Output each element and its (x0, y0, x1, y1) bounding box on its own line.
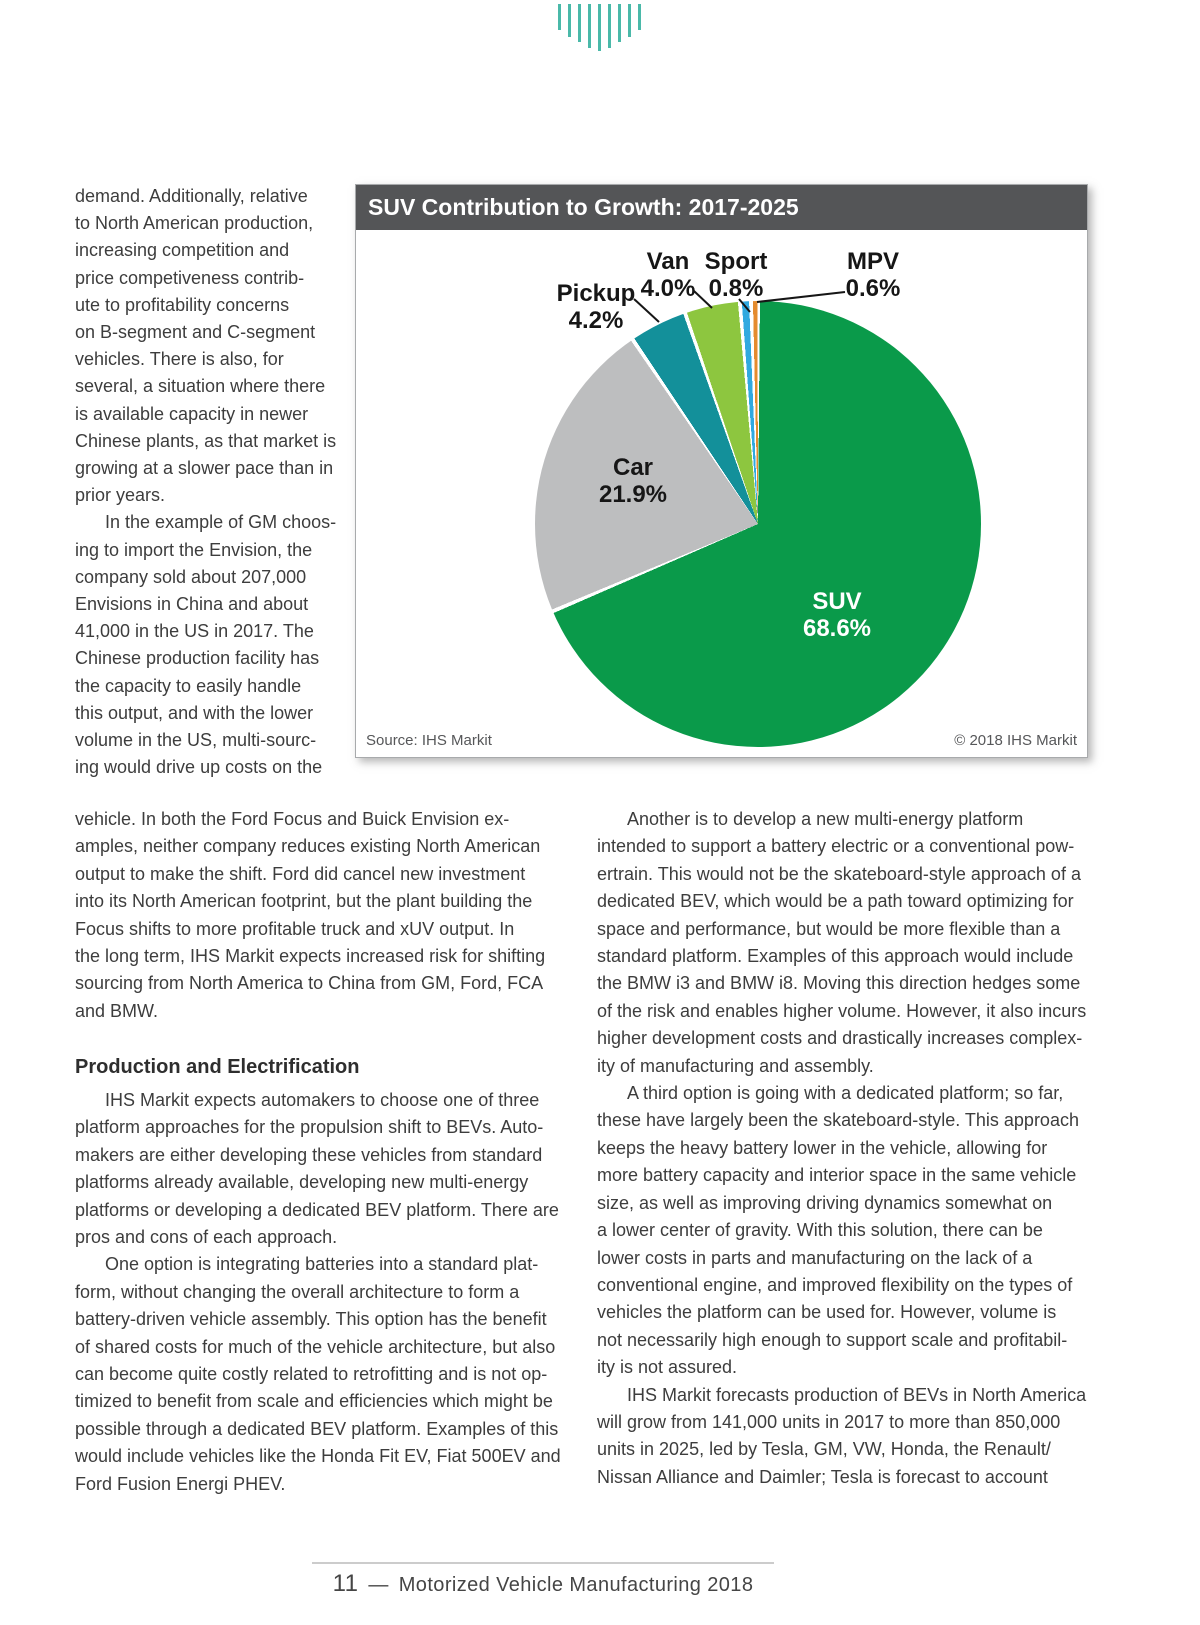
pie-label-text: Sport (704, 248, 768, 275)
logo-bar (618, 4, 621, 42)
logo-bar (588, 4, 591, 48)
pie-chart (535, 301, 981, 747)
logo-bar (568, 4, 571, 37)
section-heading: Production and Electrification (75, 1056, 360, 1078)
logo-bar (578, 4, 581, 42)
pie-label-value: 0.6% (845, 275, 901, 302)
chart-source: Source: IHS Markit (366, 732, 492, 749)
pie-label-text: SUV (812, 588, 862, 615)
footer-divider (312, 1562, 774, 1564)
pie-label-suv: SUV 68.6% (803, 588, 871, 642)
logo-bar (598, 4, 601, 51)
page-footer: 11 — Motorized Vehicle Manufacturing 2018 (312, 1570, 774, 1598)
left-column-body: IHS Markit expects automakers to choose … (75, 1090, 561, 1494)
pie-chart-figure: SUV Contribution to Growth: 2017-2025 Pi… (355, 184, 1088, 758)
footer-title: Motorized Vehicle Manufacturing 2018 (398, 1574, 754, 1596)
pie-label-pickup: Pickup 4.2% (557, 280, 636, 334)
pie-label-text: Van (646, 248, 690, 275)
logo-bar (558, 4, 561, 30)
pie-label-value: 68.6% (802, 615, 872, 642)
page-number: 11 (332, 1570, 359, 1597)
logo-bar (638, 4, 641, 30)
logo-bar (608, 4, 611, 48)
pie-label-text: Pickup (556, 280, 636, 307)
pie-label-value: 0.8% (708, 275, 764, 302)
pie-label-text: Car (612, 454, 654, 481)
pie-label-value: 4.0% (640, 275, 696, 302)
pie-label-text: MPV (846, 248, 900, 275)
pie-label-value: 21.9% (598, 481, 668, 508)
logo-bar (628, 4, 631, 37)
left-column-paragraph: vehicle. In both the Ford Focus and Buic… (75, 809, 546, 1021)
chart-copyright: © 2018 IHS Markit (954, 732, 1077, 749)
pie-label-sport: Sport 0.8% (705, 248, 768, 302)
narrow-text-column: demand. Additionally, relative to North … (75, 186, 337, 778)
right-column-body: Another is to develop a new multi-energy… (597, 809, 1087, 1487)
pie-label-car: Car 21.9% (599, 454, 667, 508)
brand-lines-logo (558, 4, 641, 51)
pie-label-van: Van 4.0% (641, 248, 696, 302)
pie-label-value: 4.2% (568, 307, 624, 334)
pie-label-mpv: MPV 0.6% (846, 248, 901, 302)
chart-title: SUV Contribution to Growth: 2017-2025 (356, 185, 1087, 230)
footer-dash: — (368, 1574, 389, 1596)
